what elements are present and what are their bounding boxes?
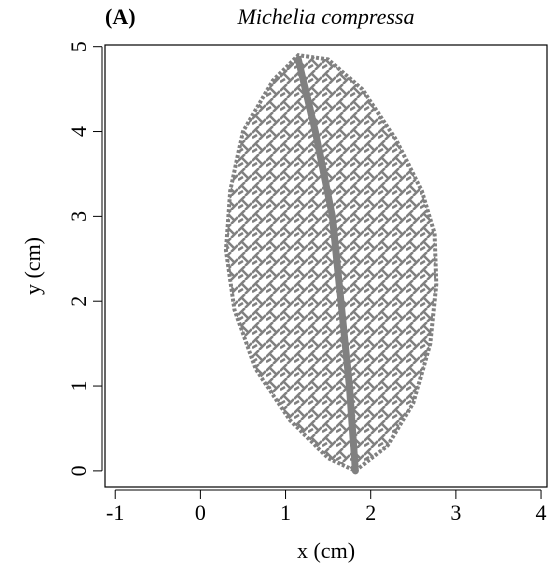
- x-tick-label: 3: [450, 500, 461, 525]
- panel-label: (A): [105, 4, 136, 29]
- y-tick-label: 4: [66, 126, 91, 137]
- midrib: [294, 55, 359, 475]
- chart-title: Michelia compressa: [237, 4, 415, 29]
- x-tick-label: -1: [106, 500, 124, 525]
- x-tick-label: 2: [365, 500, 376, 525]
- x-tick-label: 4: [536, 500, 547, 525]
- y-tick-label: 0: [66, 465, 91, 476]
- y-tick-label: 3: [66, 211, 91, 222]
- y-tick-label: 1: [66, 381, 91, 392]
- x-tick-label: 1: [280, 500, 291, 525]
- x-tick-label: 0: [195, 500, 206, 525]
- y-tick-label: 5: [66, 41, 91, 52]
- y-tick-label: 2: [66, 296, 91, 307]
- plot-frame: [104, 44, 548, 488]
- y-axis-label: y (cm): [20, 237, 45, 295]
- x-axis-label: x (cm): [297, 538, 355, 563]
- leaf-outline: [223, 53, 439, 474]
